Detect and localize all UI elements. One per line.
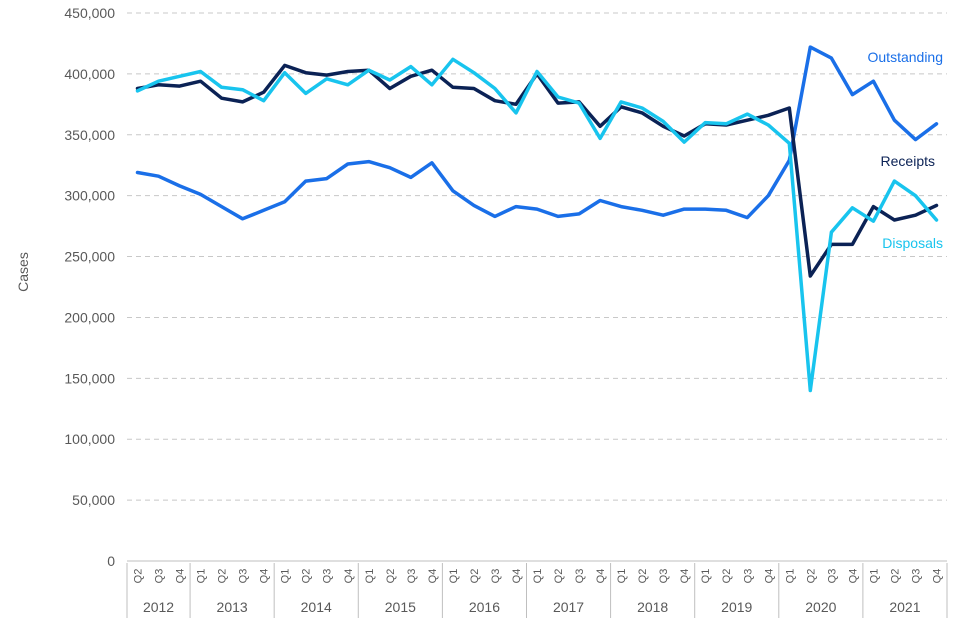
- y-tick-label: 450,000: [64, 5, 115, 21]
- y-tick-label: 100,000: [64, 431, 115, 447]
- x-tick-label: Q4: [259, 569, 271, 584]
- y-tick-label: 0: [107, 553, 115, 569]
- x-tick-label: Q1: [700, 569, 712, 584]
- year-label: 2016: [469, 599, 500, 615]
- y-axis-title: Cases: [15, 252, 31, 292]
- x-tick-label: Q1: [196, 569, 208, 584]
- x-tick-label: Q4: [343, 569, 355, 584]
- year-label: 2020: [805, 599, 836, 615]
- x-tick-label: Q4: [427, 569, 439, 584]
- x-tick-label: Q1: [532, 569, 544, 584]
- x-tick-label: Q3: [658, 569, 670, 584]
- x-tick-label: Q2: [721, 569, 733, 584]
- year-label: 2021: [889, 599, 920, 615]
- year-label: 2015: [385, 599, 416, 615]
- x-tick-label: Q1: [784, 569, 796, 584]
- x-tick-label: Q1: [280, 569, 292, 584]
- x-tick-label: Q3: [154, 569, 166, 584]
- series-lines: [135, 45, 939, 393]
- x-tick-label: Q4: [175, 569, 187, 584]
- year-label: 2017: [553, 599, 584, 615]
- x-tick-label: Q3: [406, 569, 418, 584]
- x-tick-label: Q2: [469, 569, 481, 584]
- x-tick-label: Q3: [742, 569, 754, 584]
- series-line-outstanding: [135, 45, 939, 221]
- y-tick-label: 350,000: [64, 127, 115, 143]
- x-tick-label: Q3: [826, 569, 838, 584]
- x-axis: Q2 Q3 Q4 Q1 Q2 Q3 Q4 Q1 Q2 Q3 Q4 Q1 Q2 Q3 Q4 Q1 Q2 Q3 Q4 Q1…: [126, 560, 948, 618]
- x-tick-label: Q4: [595, 569, 607, 584]
- x-tick-label: Q4: [679, 569, 691, 584]
- x-tick-label: Q3: [322, 569, 334, 584]
- x-tick-label: Q2: [889, 569, 901, 584]
- x-tick-label: Q2: [385, 569, 397, 584]
- series-labels: Outstanding Receipts Disposals: [868, 49, 944, 251]
- x-tick-label: Q3: [490, 569, 502, 584]
- x-tick-label: Q2: [553, 569, 565, 584]
- x-tick-label: Q4: [511, 569, 523, 584]
- x-tick-label: Q3: [574, 569, 586, 584]
- year-label: 2019: [721, 599, 752, 615]
- year-label: 2013: [217, 599, 248, 615]
- series-label-disposals: Disposals: [882, 235, 943, 251]
- y-tick-label: 250,000: [64, 249, 115, 265]
- x-tick-label: Q1: [868, 569, 880, 584]
- x-tick-label: Q2: [217, 569, 229, 584]
- x-tick-label: Q2: [637, 569, 649, 584]
- x-tick-label: Q2: [133, 569, 145, 584]
- year-label: 2018: [637, 599, 668, 615]
- x-tick-label: Q1: [364, 569, 376, 584]
- x-tick-label: Q2: [805, 569, 817, 584]
- x-tick-label: Q3: [238, 569, 250, 584]
- y-axis-tick-labels: 0 50,000 100,000 150,000 200,000 250,000 300,0…: [64, 5, 115, 569]
- y-tick-label: 50,000: [72, 492, 115, 508]
- x-tick-label: Q4: [763, 569, 775, 584]
- x-tick-label: Q1: [448, 569, 460, 584]
- series-label-outstanding: Outstanding: [868, 49, 944, 65]
- x-tick-label: Q3: [910, 569, 922, 584]
- series-label-receipts: Receipts: [881, 153, 935, 169]
- y-tick-label: 400,000: [64, 66, 115, 82]
- x-tick-label: Q2: [301, 569, 313, 584]
- series-line-disposals: [135, 57, 939, 393]
- year-label: 2012: [143, 599, 174, 615]
- x-tick-label: Q1: [616, 569, 628, 584]
- year-label: 2014: [301, 599, 332, 615]
- x-tick-label: Q4: [847, 569, 859, 584]
- y-tick-label: 200,000: [64, 309, 115, 325]
- y-tick-label: 150,000: [64, 370, 115, 386]
- x-tick-label: Q4: [931, 569, 943, 584]
- y-tick-label: 300,000: [64, 188, 115, 204]
